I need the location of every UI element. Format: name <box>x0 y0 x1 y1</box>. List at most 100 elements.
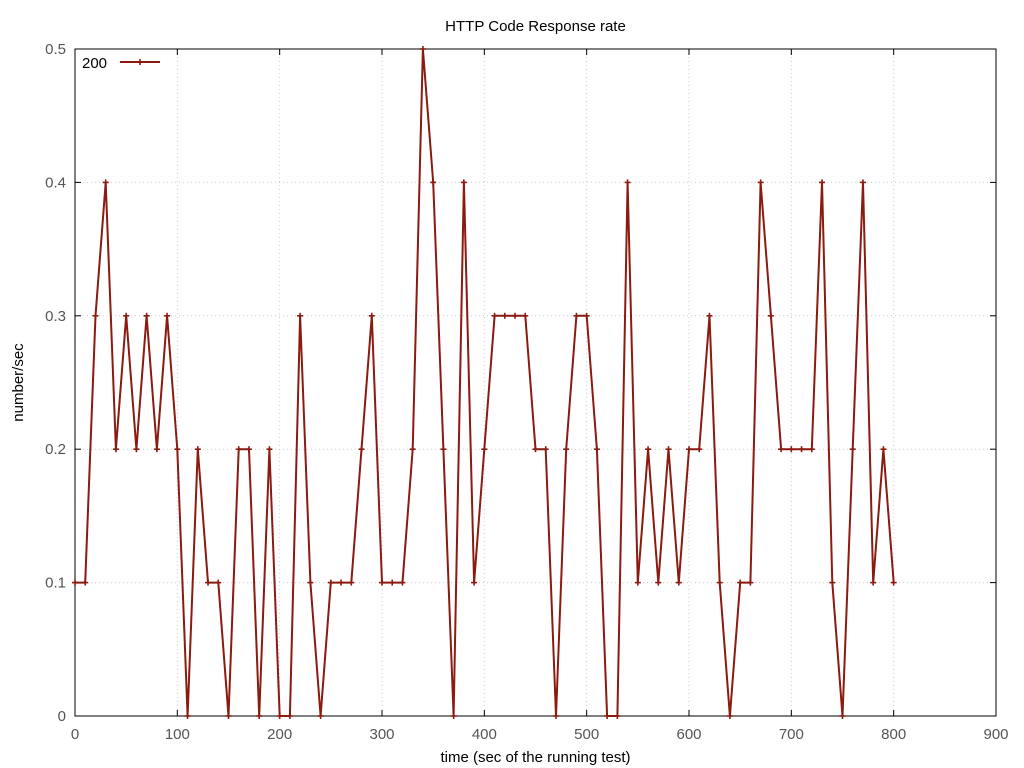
x-tick-label: 200 <box>267 726 292 743</box>
data-point <box>266 446 273 453</box>
y-tick-label: 0.3 <box>45 308 66 325</box>
data-point <box>655 579 662 586</box>
data-point <box>112 446 119 453</box>
data-point <box>102 179 109 186</box>
x-tick-label: 400 <box>472 726 497 743</box>
data-point <box>870 579 877 586</box>
data-point <box>593 446 600 453</box>
data-point <box>409 446 416 453</box>
y-axis-label: number/sec <box>10 343 27 422</box>
data-point <box>174 446 181 453</box>
data-point <box>256 713 263 719</box>
legend-marker <box>137 59 143 65</box>
data-point <box>532 446 539 453</box>
data-point <box>542 446 549 453</box>
data-point <box>859 179 866 186</box>
data-point <box>379 579 385 586</box>
data-point <box>399 579 406 586</box>
data-point <box>245 446 252 453</box>
data-point <box>471 579 478 586</box>
data-point <box>737 579 744 586</box>
data-point <box>317 713 324 719</box>
data-point <box>286 713 293 719</box>
data-point <box>481 446 488 453</box>
data-point <box>123 312 130 319</box>
data-point <box>624 179 631 186</box>
plot-frame <box>74 48 997 717</box>
data-point <box>788 446 795 453</box>
chart-title: HTTP Code Response rate <box>445 18 626 35</box>
data-point <box>82 579 89 586</box>
data-point <box>522 312 529 319</box>
y-tick-label: 0.5 <box>45 41 66 58</box>
grid-lines <box>74 48 997 717</box>
x-tick-label: 900 <box>983 726 1008 743</box>
data-point <box>880 446 887 453</box>
data-point <box>338 579 345 586</box>
y-tick-label: 0.4 <box>45 174 66 191</box>
x-tick-label: 300 <box>369 726 394 743</box>
data-point <box>696 446 703 453</box>
x-axis-label: time (sec of the running test) <box>440 749 630 766</box>
data-point <box>368 312 375 319</box>
y-tick-label: 0 <box>58 708 66 725</box>
data-point <box>92 312 99 319</box>
legend: 200 <box>82 55 160 72</box>
data-point <box>72 579 78 586</box>
data-point <box>726 713 733 719</box>
data-point <box>450 713 457 719</box>
data-point <box>460 179 467 186</box>
data-point <box>583 312 590 319</box>
data-point <box>645 446 652 453</box>
data-point <box>604 713 611 719</box>
data-point <box>501 312 508 319</box>
data-point <box>235 446 242 453</box>
data-point <box>153 446 160 453</box>
data-point <box>512 312 519 319</box>
x-tick-label: 100 <box>165 726 190 743</box>
data-point <box>778 446 785 453</box>
data-point <box>389 579 396 586</box>
data-point <box>829 579 836 586</box>
data-point <box>665 446 672 453</box>
x-tick-label: 800 <box>881 726 906 743</box>
data-point <box>798 446 805 453</box>
legend-label-200: 200 <box>82 55 107 72</box>
data-point <box>675 579 682 586</box>
data-point <box>757 179 764 186</box>
data-point <box>205 579 212 586</box>
data-point <box>716 579 723 586</box>
data-point <box>563 446 570 453</box>
data-point <box>849 446 856 453</box>
data-point <box>614 713 621 719</box>
data-point <box>348 579 355 586</box>
data-point <box>706 312 713 319</box>
data-point <box>307 579 314 586</box>
y-tick-label: 0.1 <box>45 575 66 592</box>
series-layer <box>72 46 897 719</box>
data-point <box>184 713 191 719</box>
data-point <box>133 446 140 453</box>
data-point <box>819 179 826 186</box>
data-point <box>164 312 171 319</box>
data-point <box>552 713 559 719</box>
data-point <box>358 446 365 453</box>
x-tick-label: 0 <box>71 726 79 743</box>
data-point <box>327 579 334 586</box>
data-point <box>276 713 283 719</box>
x-tick-label: 600 <box>676 726 701 743</box>
data-point <box>747 579 754 586</box>
axis-ticks: 0 100 200 300 400 500 600 700 800 900 0 0.1 0.2 0.3 0.… <box>45 41 1008 743</box>
data-point <box>225 713 232 719</box>
data-point <box>297 312 304 319</box>
data-point <box>215 579 222 586</box>
data-point <box>419 46 426 52</box>
data-point <box>430 179 437 186</box>
y-tick-label: 0.2 <box>45 441 66 458</box>
data-point <box>839 713 846 719</box>
data-point <box>491 312 498 319</box>
data-point <box>440 446 447 453</box>
data-point <box>573 312 580 319</box>
